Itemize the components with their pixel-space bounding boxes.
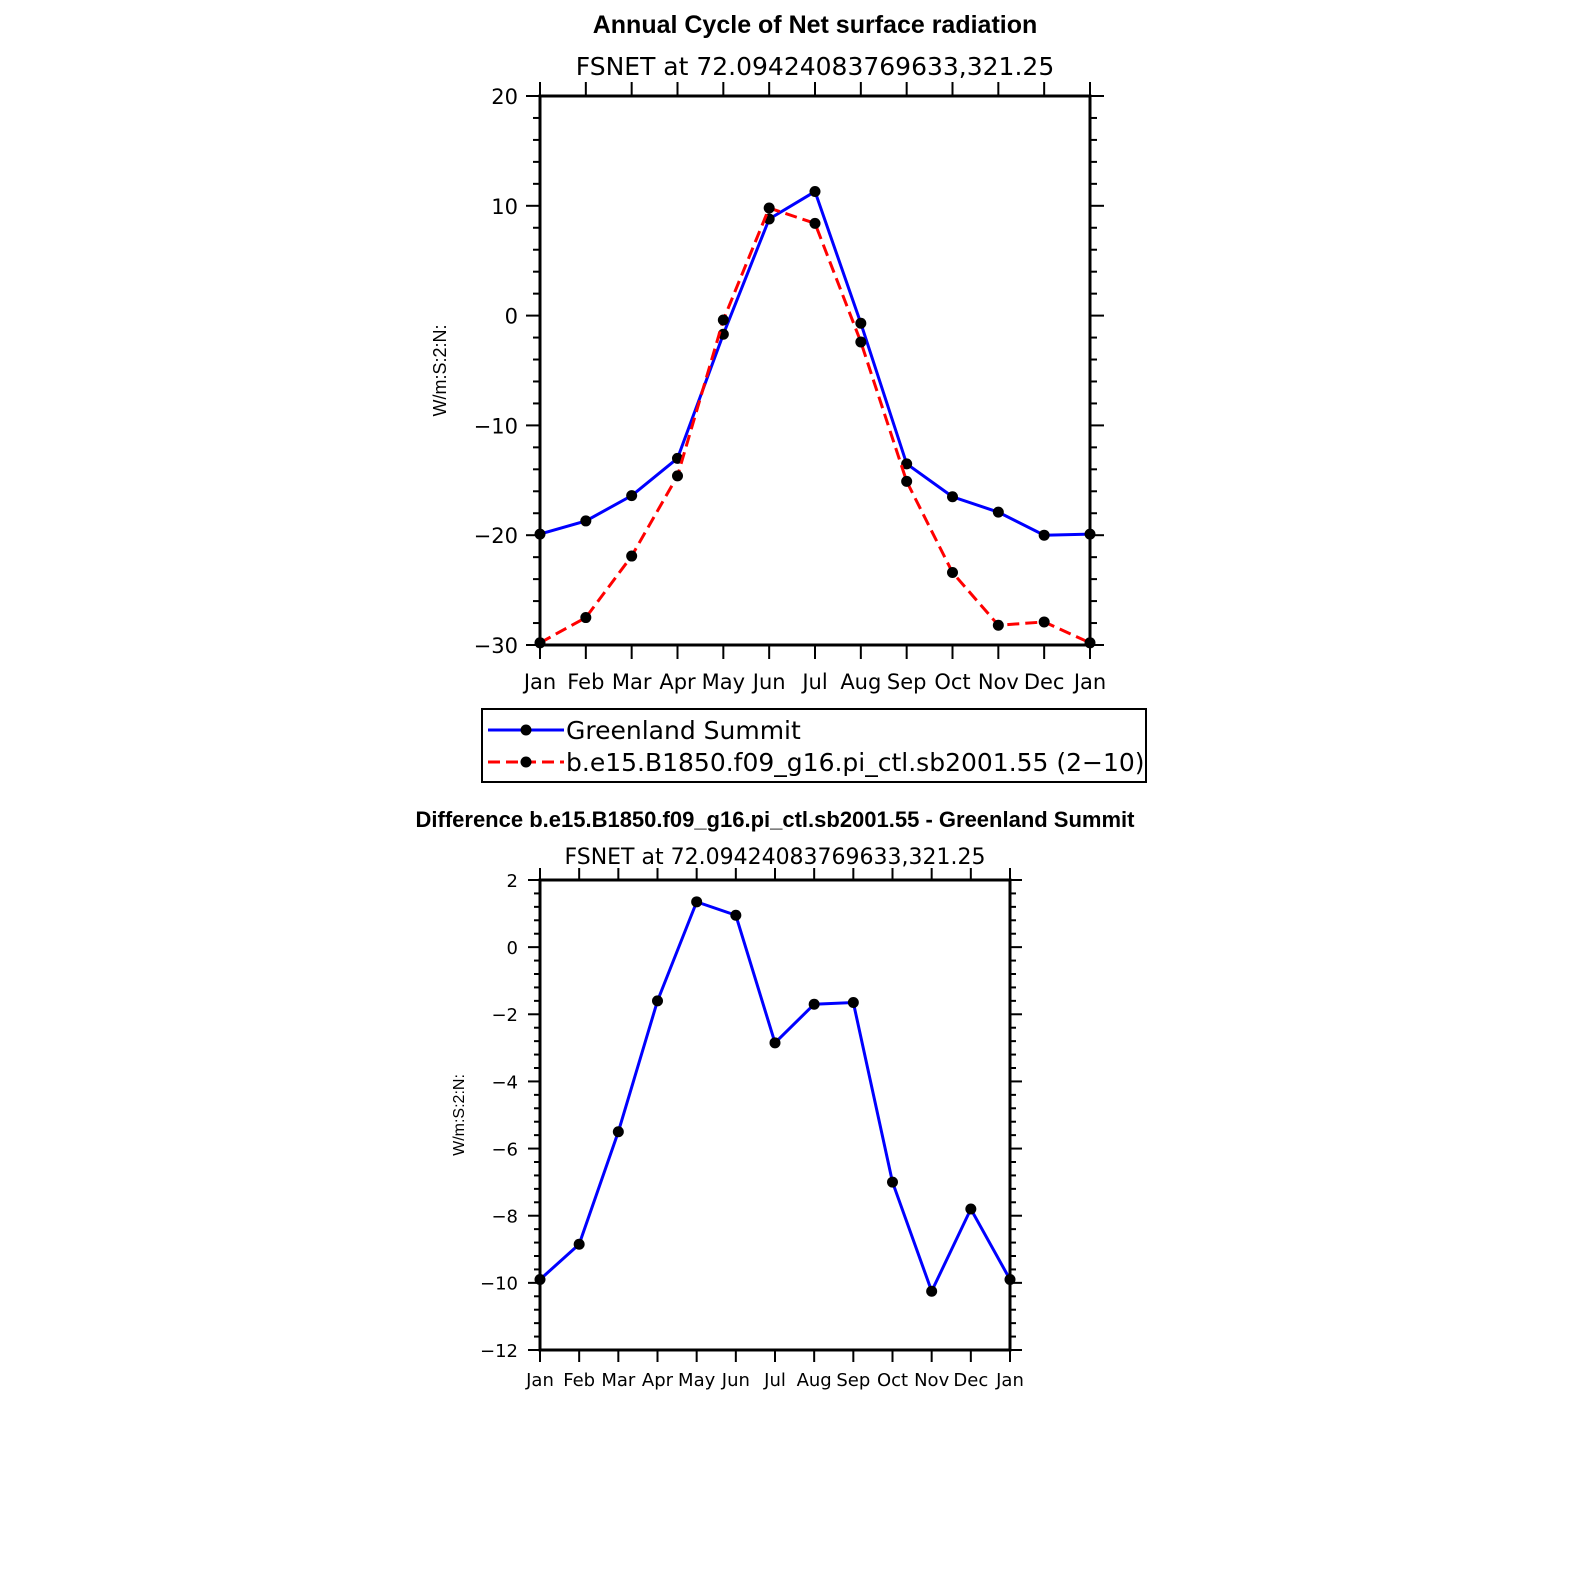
x-tick-label: May xyxy=(702,670,745,694)
y-tick-label: −10 xyxy=(480,1274,518,1295)
legend-box xyxy=(481,708,1147,783)
plot-frame xyxy=(538,94,1092,647)
data-point-0 xyxy=(580,515,592,527)
data-point-0 xyxy=(1038,529,1050,541)
series-line-1 xyxy=(539,206,1091,645)
y-tick-label: −6 xyxy=(491,1139,518,1160)
plot-frame xyxy=(538,878,1012,1352)
data-point-1 xyxy=(809,217,821,229)
data-point-0 xyxy=(809,186,821,198)
chart-subtitle: FSNET at 72.09424083769633,321.25 xyxy=(564,845,985,870)
data-point-0 xyxy=(652,995,663,1007)
chart-title: Difference b.e15.B1850.f09_g16.pi_ctl.sb… xyxy=(416,807,1136,832)
x-tick-label: Jul xyxy=(763,1370,786,1391)
difference-chart: Difference b.e15.B1850.f09_g16.pi_ctl.sb… xyxy=(416,807,1136,1391)
data-point-0 xyxy=(992,506,1004,518)
chart-title: Annual Cycle of Net surface radiation xyxy=(593,11,1038,39)
x-tick-label: Jan xyxy=(522,670,556,694)
y-tick-label: −2 xyxy=(491,1005,518,1026)
data-point-1 xyxy=(534,637,546,649)
x-tick-label: Dec xyxy=(953,1370,988,1391)
x-tick-label: Jan xyxy=(995,1370,1024,1391)
chart-subtitle: FSNET at 72.09424083769633,321.25 xyxy=(576,52,1054,81)
data-point-1 xyxy=(763,202,775,214)
series-line-0 xyxy=(539,189,1091,537)
x-tick-label: Jun xyxy=(721,1370,750,1391)
x-tick-label: Mar xyxy=(612,670,652,694)
y-tick-label: 10 xyxy=(491,195,518,219)
y-axis-label: W/m:S:2:N: xyxy=(451,1074,468,1156)
data-point-0 xyxy=(847,997,859,1009)
data-point-0 xyxy=(887,1176,898,1188)
data-point-0 xyxy=(730,909,742,921)
y-tick-label: −30 xyxy=(474,634,518,658)
x-tick-label: Oct xyxy=(877,1370,908,1391)
x-tick-label: Sep xyxy=(836,1370,870,1391)
x-tick-label: Jan xyxy=(525,1370,554,1391)
y-tick-label: 20 xyxy=(491,85,518,109)
data-point-0 xyxy=(926,1285,938,1297)
data-point-1 xyxy=(901,475,913,487)
y-tick-label: 2 xyxy=(507,871,518,892)
data-point-0 xyxy=(672,452,683,464)
data-point-1 xyxy=(717,314,729,326)
x-tick-label: Apr xyxy=(659,670,696,694)
x-tick-label: Feb xyxy=(567,670,604,694)
legend-marker-0 xyxy=(520,724,532,736)
data-point-1 xyxy=(672,470,683,482)
data-point-0 xyxy=(534,528,546,540)
legend-label-0: Greenland Summit xyxy=(566,716,801,745)
x-tick-label: May xyxy=(678,1370,716,1391)
data-point-0 xyxy=(947,491,958,503)
data-point-0 xyxy=(717,328,729,340)
x-tick-label: Oct xyxy=(934,670,970,694)
x-tick-label: Dec xyxy=(1024,670,1065,694)
data-point-1 xyxy=(626,550,638,562)
data-point-1 xyxy=(580,612,592,624)
x-tick-label: Nov xyxy=(914,1370,949,1391)
data-point-0 xyxy=(1004,1274,1016,1285)
y-axis-label: W/m:S:2:N: xyxy=(430,324,450,416)
annual-cycle-chart: Annual Cycle of Net surface radiation FSN… xyxy=(430,11,1147,783)
y-tick-label: −4 xyxy=(491,1072,518,1093)
x-tick-label: Jan xyxy=(1072,670,1106,694)
data-point-1 xyxy=(1038,616,1050,628)
data-point-0 xyxy=(626,490,638,502)
x-tick-label: Aug xyxy=(840,670,881,694)
y-tick-label: −10 xyxy=(474,414,518,438)
data-point-1 xyxy=(855,336,867,348)
x-tick-label: Mar xyxy=(601,1370,636,1391)
data-point-0 xyxy=(769,1037,781,1049)
data-point-0 xyxy=(901,458,913,470)
data-point-0 xyxy=(1084,528,1096,540)
y-tick-label: −8 xyxy=(491,1207,518,1228)
data-point-0 xyxy=(573,1238,585,1250)
y-tick-label: 0 xyxy=(507,938,518,959)
data-point-1 xyxy=(1084,637,1096,649)
legend-label-1: b.e15.B1850.f09_g16.pi_ctl.sb2001.55 (2−… xyxy=(566,748,1145,777)
legend-marker-1 xyxy=(520,756,532,768)
data-point-0 xyxy=(808,998,820,1010)
data-point-0 xyxy=(691,896,703,908)
data-point-1 xyxy=(992,619,1004,631)
series-line-0 xyxy=(538,899,1012,1296)
x-tick-label: Aug xyxy=(797,1370,832,1391)
y-tick-label: 0 xyxy=(505,305,518,329)
legend: Greenland Summit b.e15.B1850.f09_g16.pi_c… xyxy=(481,708,1147,783)
data-point-0 xyxy=(534,1274,546,1285)
data-point-0 xyxy=(612,1126,624,1138)
x-tick-label: Feb xyxy=(563,1370,595,1391)
x-tick-label: Nov xyxy=(978,670,1019,694)
x-tick-label: Sep xyxy=(887,670,927,694)
data-point-0 xyxy=(965,1203,977,1215)
data-point-1 xyxy=(947,567,958,579)
x-tick-label: Apr xyxy=(642,1370,674,1391)
data-point-0 xyxy=(855,317,867,329)
x-tick-label: Jul xyxy=(800,670,827,694)
y-tick-label: −20 xyxy=(474,524,518,548)
x-tick-label: Jun xyxy=(751,670,786,694)
y-tick-label: −12 xyxy=(480,1341,518,1362)
